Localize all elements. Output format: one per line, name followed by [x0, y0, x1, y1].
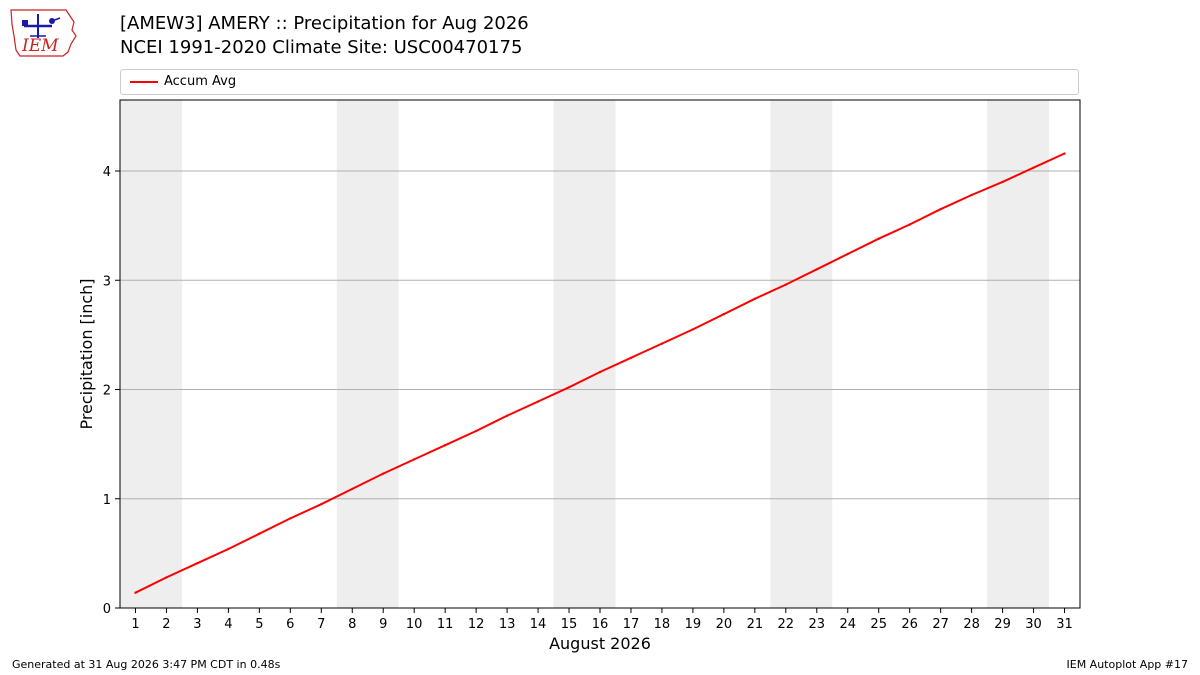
- data-point: [970, 193, 973, 197]
- x-tick-label: 29: [994, 617, 1011, 632]
- x-tick-label: 8: [348, 617, 356, 632]
- x-tick-label: 3: [193, 617, 201, 632]
- data-point: [1001, 180, 1004, 184]
- data-point: [474, 429, 478, 433]
- data-point: [1032, 166, 1035, 169]
- data-point: [908, 223, 911, 226]
- x-axis-label: August 2026: [549, 634, 651, 653]
- x-tick-label: 13: [499, 617, 516, 632]
- data-point: [846, 252, 849, 256]
- data-point: [815, 268, 818, 271]
- data-point: [258, 532, 261, 535]
- x-tick-label: 2: [162, 617, 170, 632]
- data-point: [536, 400, 540, 403]
- weekend-shade-2: [336, 100, 399, 608]
- weather-station-icon: [22, 14, 61, 38]
- data-point: [196, 562, 199, 565]
- x-tick-label: 9: [379, 617, 387, 632]
- x-tick-label: 7: [317, 617, 325, 632]
- generated-timestamp: Generated at 31 Aug 2026 3:47 PM CDT in …: [12, 658, 281, 671]
- x-tick-label: 22: [778, 617, 795, 632]
- chart-legend: Accum Avg: [120, 69, 1079, 95]
- y-tick-label: 2: [103, 384, 111, 399]
- weekend-shade-1: [120, 100, 182, 608]
- x-tick-label: 6: [286, 617, 294, 632]
- data-point: [753, 297, 757, 301]
- x-tick-label: 17: [623, 617, 640, 632]
- weekend-shade-5: [987, 100, 1050, 608]
- data-point: [443, 444, 447, 447]
- iowa-outline-icon: [10, 9, 77, 57]
- x-tick-label: 10: [406, 617, 423, 632]
- x-tick-label: 26: [901, 617, 918, 632]
- x-tick-label: 14: [530, 617, 547, 632]
- x-tick-label: 19: [685, 617, 702, 632]
- data-point: [134, 591, 137, 594]
- data-point: [598, 370, 602, 374]
- data-point: [289, 517, 292, 520]
- x-tick-label: 30: [1025, 617, 1042, 632]
- data-point: [722, 312, 726, 316]
- chart-title-line1: [AMEW3] AMERY :: Precipitation for Aug 2…: [120, 13, 529, 34]
- y-tick-label: 0: [103, 602, 111, 617]
- data-point: [567, 386, 571, 389]
- iem-logo-text: IEM: [21, 36, 59, 56]
- weekend-shade-4: [770, 100, 833, 608]
- x-tick-label: 21: [747, 617, 764, 632]
- app-label: IEM Autoplot App #17: [1066, 658, 1189, 671]
- data-point: [939, 208, 942, 211]
- data-point: [660, 342, 664, 345]
- data-point: [877, 237, 880, 240]
- y-tick-label: 1: [103, 493, 111, 508]
- data-point: [505, 414, 509, 417]
- data-point: [412, 458, 416, 461]
- x-tick-label: 4: [224, 617, 232, 632]
- data-point: [629, 356, 633, 360]
- x-tick-label: 25: [870, 617, 887, 632]
- data-point: [1063, 152, 1066, 155]
- weekend-shade-3: [553, 100, 616, 608]
- x-tick-label: 15: [561, 617, 578, 632]
- data-point: [691, 328, 695, 331]
- chart-title: [AMEW3] AMERY :: Precipitation for Aug 2…: [120, 12, 529, 60]
- legend-swatch-accum-avg: [130, 81, 158, 83]
- iem-logo: IEM: [10, 9, 77, 57]
- x-tick-label: 1: [131, 617, 139, 632]
- data-point: [320, 503, 323, 506]
- y-tick-label: 4: [103, 165, 111, 180]
- y-tick-label: 3: [103, 274, 111, 289]
- x-tick-label: 28: [963, 617, 980, 632]
- x-tick-label: 24: [839, 617, 856, 632]
- x-tick-label: 11: [437, 617, 454, 632]
- data-point: [227, 547, 230, 551]
- x-tick-label: 20: [716, 617, 733, 632]
- y-axis-label: Precipitation [inch]: [77, 278, 96, 429]
- data-point: [784, 283, 788, 286]
- x-tick-label: 27: [932, 617, 949, 632]
- x-tick-label: 16: [592, 617, 609, 632]
- x-tick-label: 18: [654, 617, 671, 632]
- x-tick-label: 5: [255, 617, 263, 632]
- x-tick-label: 23: [809, 617, 826, 632]
- x-tick-label: 31: [1056, 617, 1073, 632]
- data-point: [382, 472, 385, 475]
- data-point: [165, 576, 168, 579]
- data-point: [351, 487, 354, 491]
- legend-label-accum-avg: Accum Avg: [164, 74, 237, 89]
- chart-title-line2: NCEI 1991-2020 Climate Site: USC00470175: [120, 37, 523, 58]
- x-tick-label: 12: [468, 617, 485, 632]
